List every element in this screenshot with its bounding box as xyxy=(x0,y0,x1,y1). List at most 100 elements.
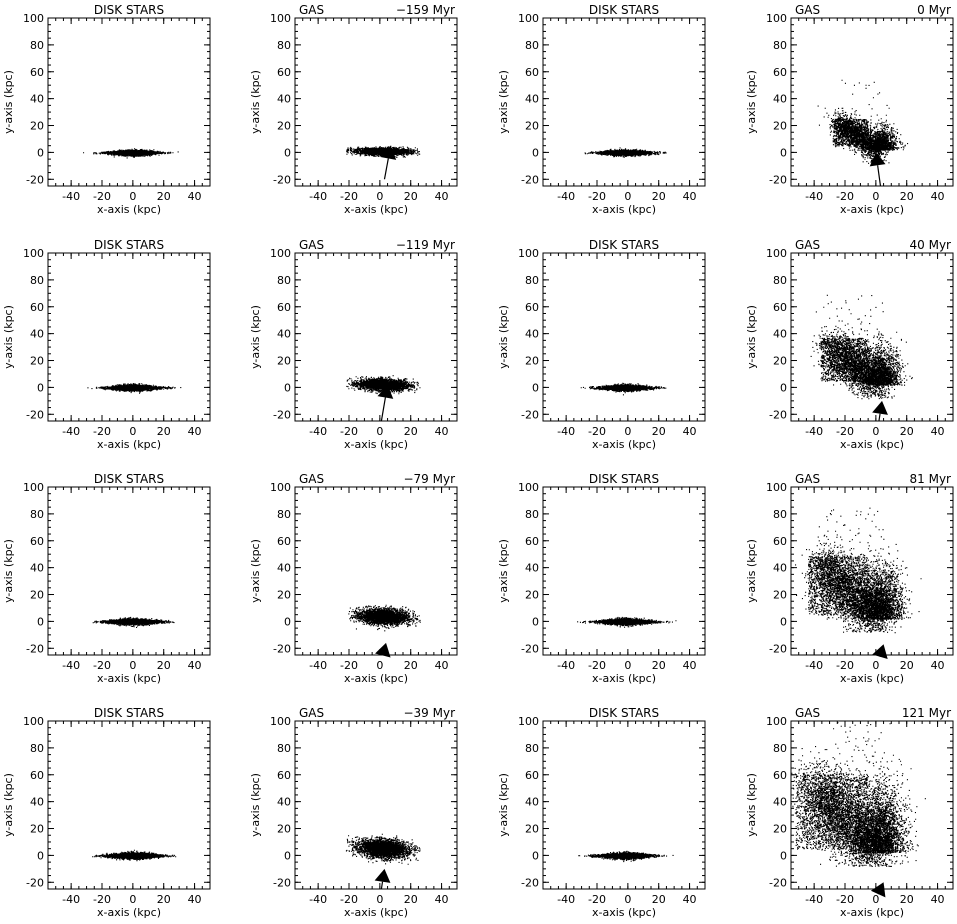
particles xyxy=(578,850,674,863)
plot-frame xyxy=(542,486,706,656)
y-axis-label: y-axis (kpc) xyxy=(497,773,510,837)
y-tick-label: 40 xyxy=(30,328,44,341)
y-tick-label: 60 xyxy=(30,66,44,79)
arrow-head-icon xyxy=(377,384,394,399)
x-axis-label: x-axis (kpc) xyxy=(344,672,408,685)
x-tick-label: 0 xyxy=(376,659,383,672)
y-tick-label: 60 xyxy=(277,66,291,79)
y-tick-label: -20 xyxy=(521,173,539,186)
x-tick-label: -40 xyxy=(309,659,327,672)
y-axis-label: y-axis (kpc) xyxy=(497,539,510,603)
y-tick-label: 0 xyxy=(780,615,787,628)
panel-title: DISK STARS xyxy=(94,238,164,252)
y-tick-label: -20 xyxy=(26,408,44,421)
x-tick-label: 40 xyxy=(188,425,202,438)
y-tick-label: 40 xyxy=(277,562,291,575)
x-tick-label: -40 xyxy=(805,425,823,438)
y-axis-label: y-axis (kpc) xyxy=(2,773,15,837)
y-tick-label: 0 xyxy=(532,615,539,628)
y-tick-label: 80 xyxy=(277,742,291,755)
x-tick-label: 20 xyxy=(900,893,914,906)
y-tick-label: 0 xyxy=(780,146,787,159)
y-axis-label: y-axis (kpc) xyxy=(249,305,262,369)
y-axis-label: y-axis (kpc) xyxy=(745,773,758,837)
panel-time: 121 Myr xyxy=(902,706,951,720)
y-tick-label: 60 xyxy=(30,301,44,314)
panel-13: -40 -20 0 20 40 -20 0 20 40 60 80 100 x-axis (kpc) y-… xyxy=(2,706,211,919)
particle-cloud xyxy=(817,79,909,164)
panel-title: DISK STARS xyxy=(589,706,659,720)
x-tick-label: -20 xyxy=(93,190,111,203)
x-tick-label: 0 xyxy=(376,190,383,203)
x-tick-label: 40 xyxy=(683,893,697,906)
y-tick-label: 80 xyxy=(30,508,44,521)
y-tick-label: 100 xyxy=(270,247,291,260)
x-tick-label: 0 xyxy=(376,893,383,906)
y-tick-label: 80 xyxy=(30,39,44,52)
panel-1: -40 -20 0 20 40 -20 0 20 40 60 80 100 x-axis (kpc) y-… xyxy=(2,3,211,216)
y-tick-label: -20 xyxy=(273,642,291,655)
particles xyxy=(817,79,909,164)
panel-7: -40 -20 0 20 40 -20 0 20 40 60 80 100 x-axis (kpc) y-… xyxy=(497,238,706,451)
particles xyxy=(348,604,421,632)
y-tick-label: 100 xyxy=(23,12,44,25)
x-axis-label: x-axis (kpc) xyxy=(344,906,408,919)
y-tick-label: 100 xyxy=(766,715,787,728)
x-tick-label: 20 xyxy=(900,425,914,438)
y-tick-label: 80 xyxy=(773,39,787,52)
panel-time: −79 Myr xyxy=(403,472,455,486)
y-tick-label: 60 xyxy=(525,66,539,79)
x-tick-label: 40 xyxy=(188,893,202,906)
x-axis-label: x-axis (kpc) xyxy=(840,672,904,685)
plot-frame xyxy=(47,720,211,890)
y-tick-label: 0 xyxy=(37,615,44,628)
y-tick-label: 100 xyxy=(270,12,291,25)
particles xyxy=(92,849,177,862)
panel-6: -40 -20 0 20 40 -20 0 20 40 60 80 100 x-axis (kpc) y-… xyxy=(249,238,458,451)
particles xyxy=(83,148,179,159)
x-axis-label: x-axis (kpc) xyxy=(97,438,161,451)
y-tick-label: 60 xyxy=(525,535,539,548)
panel-2: -40 -20 0 20 40 -20 0 20 40 60 80 100 x-axis (kpc) y-… xyxy=(249,3,458,216)
y-tick-label: 80 xyxy=(773,274,787,287)
x-axis-label: x-axis (kpc) xyxy=(840,906,904,919)
x-tick-label: -40 xyxy=(557,893,575,906)
x-tick-label: 20 xyxy=(157,190,171,203)
panel-title: GAS xyxy=(795,3,820,17)
y-tick-label: 100 xyxy=(23,715,44,728)
x-tick-label: -40 xyxy=(309,425,327,438)
plot-frame xyxy=(294,720,458,890)
y-tick-label: 100 xyxy=(23,481,44,494)
x-tick-label: -40 xyxy=(557,659,575,672)
x-tick-label: 20 xyxy=(404,893,418,906)
y-tick-label: 60 xyxy=(525,769,539,782)
y-tick-label: 20 xyxy=(30,120,44,133)
y-tick-label: 0 xyxy=(37,381,44,394)
y-tick-label: -20 xyxy=(26,173,44,186)
y-tick-label: 60 xyxy=(773,66,787,79)
y-tick-label: 80 xyxy=(525,39,539,52)
y-tick-label: 100 xyxy=(766,12,787,25)
y-tick-label: 20 xyxy=(525,355,539,368)
x-tick-label: 20 xyxy=(157,659,171,672)
particle-cloud xyxy=(578,850,674,863)
x-tick-label: -40 xyxy=(62,893,80,906)
x-tick-label: 0 xyxy=(129,659,136,672)
panel-time: 0 Myr xyxy=(917,3,951,17)
y-tick-label: 80 xyxy=(525,508,539,521)
y-axis-label: y-axis (kpc) xyxy=(745,305,758,369)
panel-title: GAS xyxy=(795,472,820,486)
panel-9: -40 -20 0 20 40 -20 0 20 40 60 80 100 x-axis (kpc) y-… xyxy=(2,472,211,685)
x-tick-label: 0 xyxy=(872,659,879,672)
panel-title: GAS xyxy=(299,238,324,252)
x-axis-label: x-axis (kpc) xyxy=(97,906,161,919)
y-tick-label: 40 xyxy=(525,328,539,341)
y-tick-label: 40 xyxy=(277,796,291,809)
y-tick-label: 60 xyxy=(277,535,291,548)
y-tick-label: 40 xyxy=(277,93,291,106)
y-tick-label: -20 xyxy=(769,642,787,655)
panel-10: -40 -20 0 20 40 -20 0 20 40 60 80 100 x-axis (kpc) y-… xyxy=(249,472,458,685)
x-tick-label: -40 xyxy=(62,659,80,672)
y-tick-label: -20 xyxy=(769,408,787,421)
